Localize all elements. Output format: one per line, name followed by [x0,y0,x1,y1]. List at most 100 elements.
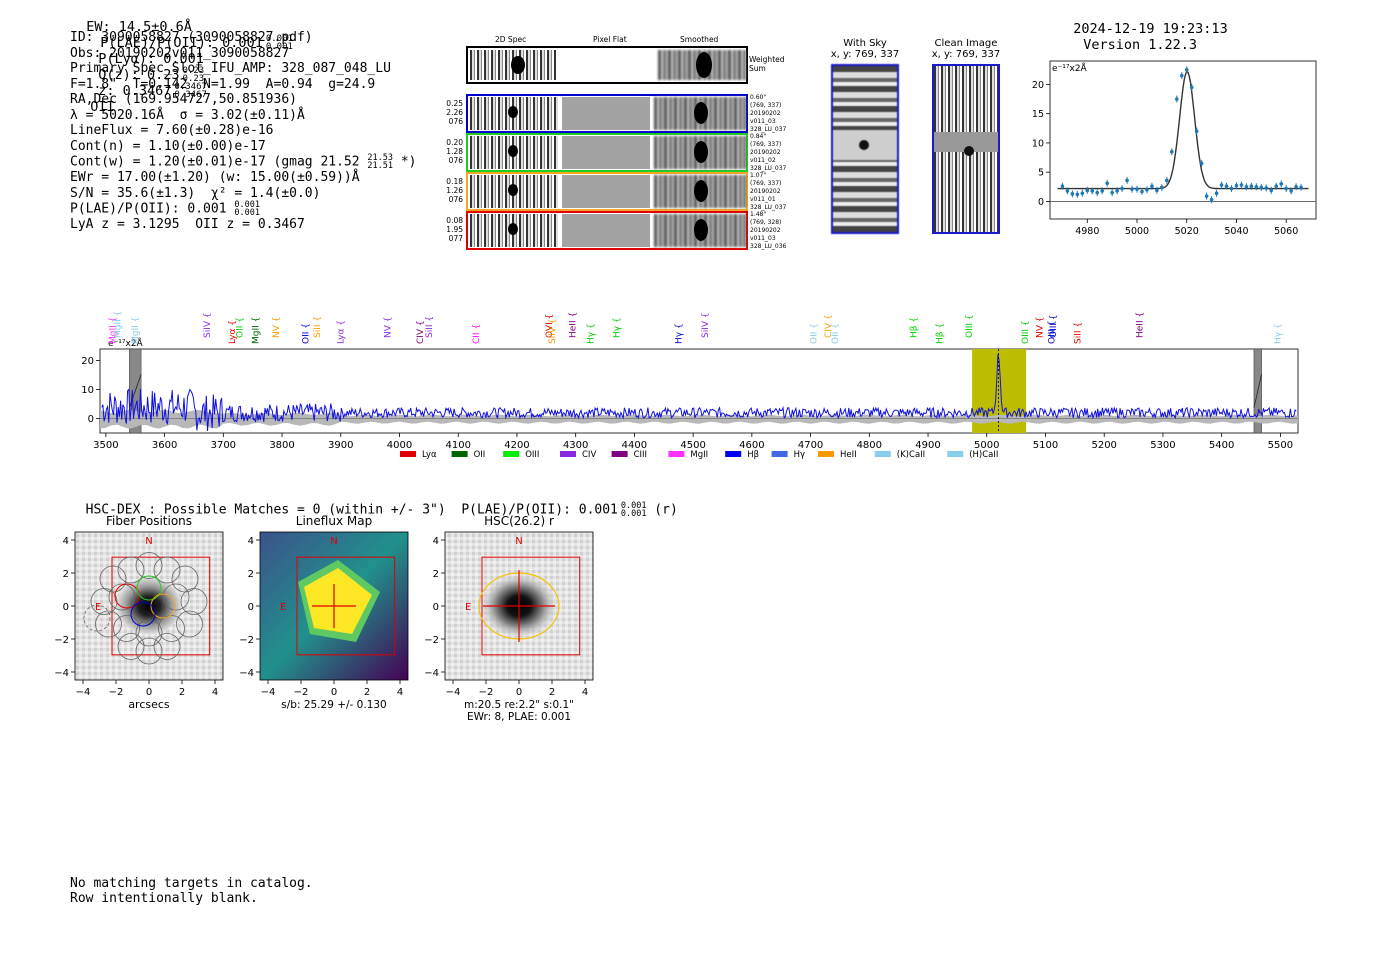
fiber-circle [117,633,145,660]
fit-point [1299,185,1303,190]
hsc-xtick-label: 2 [364,687,370,698]
legend-label: HeII [840,450,857,460]
hsc-ytick-label: 4 [63,536,69,547]
fit-point [1174,97,1179,101]
cutout-row-right: 0.60" (769, 337) 20190202 v011_03 328_LU_037 [750,94,786,134]
spec-xtick-label: 4300 [563,440,588,451]
spec-line-label: Hβ { [909,317,919,338]
header-z-sub: 0.3467 [174,90,207,100]
hsc-xtick-label: 4 [212,687,218,698]
fit-point [1214,191,1219,196]
cutout-left-value: 2.26 [446,108,463,117]
hsc-ytick-label: 2 [63,569,69,580]
cutout-right-value: 0.84" [750,133,767,140]
col-smooth-label: Smoothed [680,35,719,44]
info-contw-sup: 21.53 [367,153,394,163]
spec-xtick-label: 4400 [622,440,647,451]
cutout-right-value: v011_02 [750,157,776,164]
spec-ytick-label: 20 [81,356,94,367]
fit-point [1249,184,1254,189]
fit-point [1289,189,1293,193]
fit-point [1199,161,1204,166]
fiber-circle [135,552,163,579]
spec-mask-hatch [1253,374,1262,408]
legend-swatch [725,451,742,457]
fit-point [1209,197,1214,202]
cutout-row [466,211,748,250]
east-label: E [465,602,471,613]
spec-line-label: OVI { [545,314,555,338]
hsc-panel-title: Fiber Positions [106,514,192,528]
spec-line-label: Lyα { [337,320,347,344]
cutout-row-left: 0.18 1.26 076 [445,177,463,204]
galaxy-blob [117,578,181,634]
fit-point [1150,184,1154,189]
hsc-ytick-label: −4 [239,668,254,679]
cutout-left-value: 076 [448,117,463,126]
hsc-xtick-label: 4 [397,687,403,698]
fiber-circle [135,619,163,647]
fit-xtick-label: 5040 [1224,226,1248,237]
spec-xtick-label: 4600 [739,440,764,451]
hsc-line-text: HSC-DEX : Possible Matches = 0 (within +… [85,502,618,518]
clean-band [934,132,998,152]
cutout-2d-blob [508,184,518,196]
fiber-circle [176,610,203,638]
fit-point [1085,188,1090,193]
info-plae-row: P(LAE)/P(OII): 0.001 0.001 0.001 [70,201,417,218]
fit-point [1090,189,1095,193]
hsc-ytick-label: 0 [248,602,254,613]
fit-point [1229,186,1234,191]
spec-line-label: OIII { [965,314,975,338]
header-z-sup: 0.3467 [174,82,207,92]
spec-line-label: MgII { [114,311,124,338]
with-sky-image [831,64,899,234]
header-bar: EW: 14.5±0.6Å P(LAE)/P(OII): 0.001 0.001 0… [70,3,293,115]
fit-point [1259,185,1264,190]
hsc-ytick-label: −2 [54,635,69,646]
spec-line-label: OIII { [1047,320,1057,344]
cutout-right-value: 20190202 [750,110,781,117]
fit-point [1279,182,1283,186]
spec-line-label: HeII { [569,312,579,338]
cutout-row-right: 1.07" (769, 337) 20190202 v011_01 328_LU_037 [750,172,786,212]
fit-point [1160,185,1164,190]
fit-ytick-label: 0 [1038,197,1044,208]
info-plae-sub: 0.001 [234,208,260,218]
legend-swatch [771,451,788,457]
hsc-xtick-label: −2 [294,687,309,698]
info-contw: Cont(w) = 1.20(±0.01)e-17 (gmag 21.52 [70,154,360,170]
spec-xtick-label: 3700 [211,440,236,451]
spec-line-label: Lyα { [228,320,238,344]
clean-source [964,146,974,156]
cutout-left-value: 076 [448,156,463,165]
spec-xtick-label: 4100 [445,440,470,451]
fit-point [1155,188,1159,193]
clean-title: Clean Image [934,38,998,49]
hsc-caption2: EWr: 8, PLAE: 0.001 [467,711,571,723]
fiber-circle [153,556,181,584]
spec-line-label: Hγ { [586,323,596,344]
spec-xtick-label: 4800 [857,440,882,451]
fiber-circle [162,583,190,611]
legend-swatch [947,451,964,457]
fit-point [1294,185,1298,189]
clean-image [932,64,1000,234]
fiber-red [114,583,140,609]
fit-point [1179,73,1184,78]
header-plae-sup: 0.001 [265,34,293,44]
fiber-circle [180,588,208,615]
info-contw-end: *) [400,154,417,170]
legend-swatch [503,451,520,457]
legend-swatch [400,451,416,457]
weighted-sum-row [466,46,748,84]
spec-line-label: MgII { [252,317,262,344]
info-sn: S/N = 35.6(±1.3) χ² = 1.4(±0.0) [70,185,321,201]
cutout-2d-blob [508,223,518,235]
hsc-panels: Fiber Positions N E −4 4 −2 2 0 0 2 −2 4 −4 arcsecs Li… [54,514,594,723]
fit-point [1165,178,1169,183]
cutout-row [466,133,748,172]
cutout-row-left: 0.25 2.26 076 [445,99,463,126]
hsc-xtick-label: −4 [76,687,91,698]
info-radec: RA,Dec (169.954727,50.851936) [70,92,297,107]
